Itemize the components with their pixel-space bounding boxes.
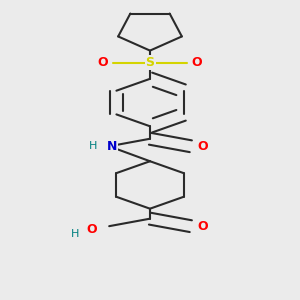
Text: O: O xyxy=(197,220,208,233)
Text: O: O xyxy=(86,223,97,236)
Text: O: O xyxy=(192,56,202,69)
Text: H: H xyxy=(71,229,79,238)
Text: O: O xyxy=(197,140,208,153)
Text: N: N xyxy=(107,140,117,153)
Text: S: S xyxy=(146,56,154,69)
Text: H: H xyxy=(88,141,97,151)
Text: O: O xyxy=(98,56,108,69)
